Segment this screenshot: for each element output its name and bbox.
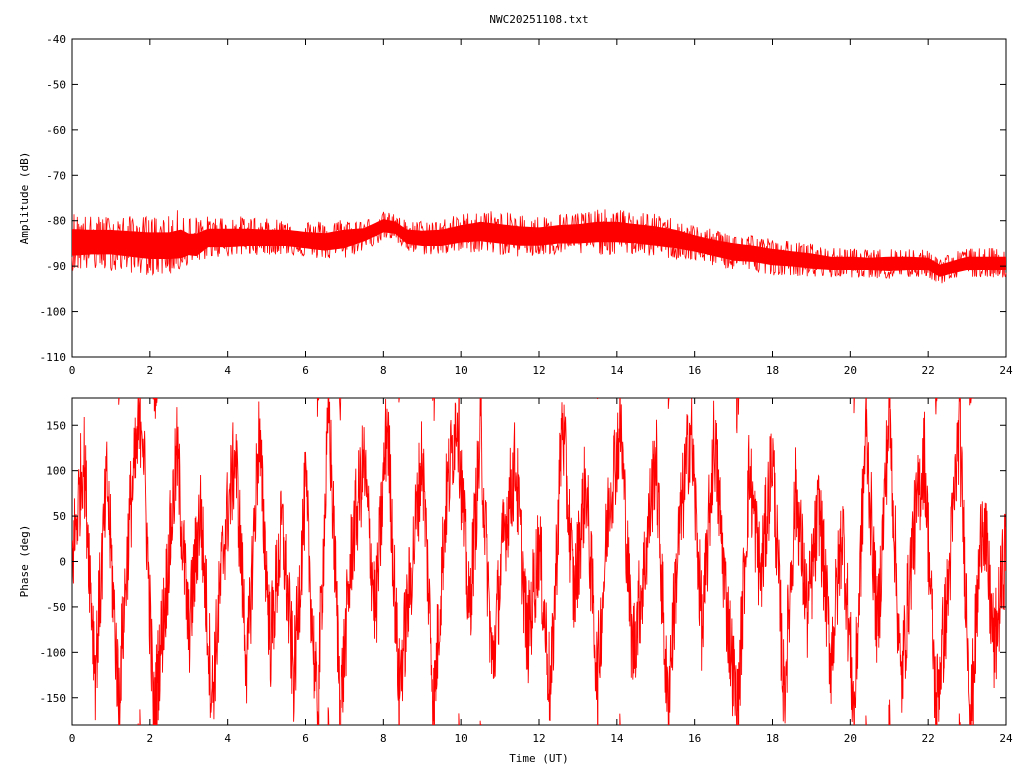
chart-title: NWC20251108.txt — [489, 13, 588, 26]
x-tick-label: 18 — [766, 364, 779, 377]
x-tick-label: 2 — [147, 732, 154, 745]
y-tick-label: 0 — [59, 556, 66, 569]
phase-y-axis-label: Phase (deg) — [18, 525, 31, 598]
x-tick-label: 12 — [532, 732, 545, 745]
x-tick-label: 6 — [302, 732, 309, 745]
y-tick-label: -150 — [40, 692, 67, 705]
y-tick-label: -60 — [46, 124, 66, 137]
amplitude-x-ticks: 0 2 4 6 8 10 12 14 16 18 20 22 24 — [69, 39, 1013, 377]
y-tick-label: -80 — [46, 215, 66, 228]
y-tick-label: -40 — [46, 33, 66, 46]
amplitude-series-line — [71, 209, 1007, 284]
x-tick-label: 14 — [610, 732, 624, 745]
amplitude-y-ticks: -40 -50 -60 -70 -80 -90 -100 -110 — [40, 33, 1006, 364]
y-tick-label: -100 — [40, 646, 67, 659]
amplitude-trace — [71, 209, 1007, 284]
x-tick-label: 0 — [69, 364, 76, 377]
y-tick-label: -50 — [46, 78, 66, 91]
x-tick-label: 22 — [922, 732, 935, 745]
x-tick-label: 16 — [688, 364, 701, 377]
x-tick-label: 16 — [688, 732, 701, 745]
phase-trace — [72, 398, 1006, 725]
x-tick-label: 14 — [610, 364, 624, 377]
y-tick-label: 100 — [46, 465, 66, 478]
phase-y-ticks: 150 100 50 0 -50 -100 -150 — [40, 419, 1006, 705]
x-tick-label: 20 — [844, 364, 857, 377]
y-tick-label: 50 — [53, 510, 66, 523]
x-tick-label: 6 — [302, 364, 309, 377]
x-tick-label: 2 — [147, 364, 154, 377]
amplitude-plot-frame — [71, 38, 1007, 358]
x-tick-label: 0 — [69, 732, 76, 745]
amplitude-panel: -40-50-60-70-80-90-100-110 0 2 4 6 8 10 12 14 16… — [18, 33, 1013, 377]
y-tick-label: -70 — [46, 169, 66, 182]
x-tick-label: 4 — [224, 364, 231, 377]
x-tick-label: 24 — [999, 732, 1013, 745]
x-tick-label: 18 — [766, 732, 779, 745]
phase-series-line — [72, 398, 1006, 725]
phase-x-ticks: 0 2 4 6 8 10 12 14 16 18 20 22 24 — [69, 398, 1013, 745]
y-tick-label: -100 — [40, 306, 67, 319]
x-axis-label: Time (UT) — [509, 752, 569, 765]
x-tick-label: 10 — [455, 364, 468, 377]
y-tick-label: -110 — [40, 351, 67, 364]
y-tick-label: -90 — [46, 260, 66, 273]
x-tick-label: 12 — [532, 364, 545, 377]
y-tick-label: 150 — [46, 419, 66, 432]
y-tick-label: -50 — [46, 601, 66, 614]
x-tick-label: 10 — [455, 732, 468, 745]
x-tick-label: 24 — [999, 364, 1013, 377]
x-tick-label: 20 — [844, 732, 857, 745]
amplitude-y-axis-label: Amplitude (dB) — [18, 152, 31, 245]
x-tick-label: 8 — [380, 364, 387, 377]
x-tick-label: 4 — [224, 732, 231, 745]
x-tick-label: 22 — [922, 364, 935, 377]
x-tick-label: 8 — [380, 732, 387, 745]
